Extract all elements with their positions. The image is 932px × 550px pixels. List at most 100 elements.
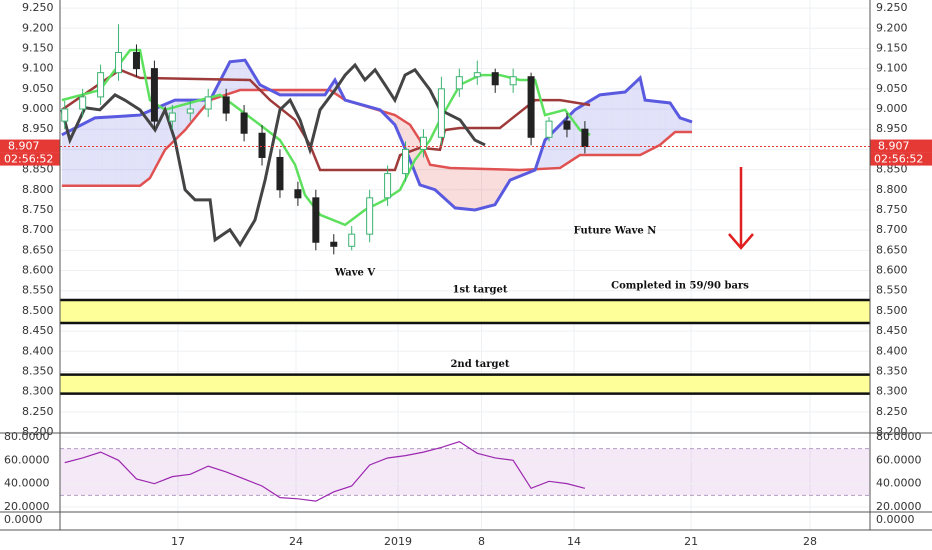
cloud bbox=[485, 168, 487, 208]
cloud bbox=[572, 110, 575, 160]
cloud bbox=[78, 125, 80, 186]
cloud bbox=[125, 115, 127, 186]
cloud bbox=[68, 130, 71, 186]
cloud bbox=[139, 114, 141, 186]
candle-body bbox=[276, 156, 284, 191]
cloud bbox=[138, 115, 140, 186]
x-tick-label: 14 bbox=[567, 535, 581, 548]
cloud bbox=[221, 76, 223, 97]
cloud bbox=[407, 123, 409, 158]
indicator-line bbox=[61, 68, 591, 172]
cloud bbox=[402, 120, 405, 147]
cloud bbox=[633, 83, 635, 156]
cloud bbox=[630, 85, 632, 156]
cloud bbox=[657, 101, 660, 147]
y-tick-label: 9.250 bbox=[22, 1, 54, 14]
cloud bbox=[596, 96, 598, 156]
cloud bbox=[113, 116, 115, 186]
cloud bbox=[563, 120, 565, 166]
cloud bbox=[457, 168, 459, 209]
cloud bbox=[663, 102, 665, 142]
cloud bbox=[84, 122, 86, 186]
y-tick-label: 8.550 bbox=[22, 284, 54, 297]
cloud bbox=[184, 100, 186, 131]
y-tick-label: 8.650 bbox=[22, 243, 54, 256]
cloud bbox=[118, 116, 120, 186]
cloud bbox=[443, 166, 445, 199]
cloud bbox=[638, 77, 641, 156]
cloud bbox=[92, 118, 94, 186]
candle-body bbox=[419, 136, 427, 150]
candle-body bbox=[384, 173, 392, 199]
cloud bbox=[664, 102, 667, 141]
cloud bbox=[458, 168, 460, 209]
cloud bbox=[490, 169, 492, 206]
cloud bbox=[140, 114, 143, 185]
cloud bbox=[178, 100, 180, 137]
cloud bbox=[618, 92, 621, 156]
cloud bbox=[686, 119, 688, 133]
y-tick-label: 8.800 bbox=[876, 183, 908, 196]
cloud bbox=[63, 133, 65, 186]
cloud bbox=[452, 168, 454, 207]
cloud bbox=[513, 169, 516, 179]
cloud bbox=[594, 97, 596, 156]
cloud bbox=[76, 126, 78, 186]
cloud bbox=[460, 168, 462, 209]
cloud bbox=[70, 130, 72, 186]
cloud bbox=[142, 113, 144, 185]
cloud bbox=[156, 107, 158, 167]
annotation: Future Wave N bbox=[574, 226, 657, 237]
y-tick-label: 8.200 bbox=[22, 425, 54, 438]
cloud bbox=[421, 144, 423, 186]
candle-body bbox=[473, 72, 481, 78]
y-tick-label: 9.150 bbox=[22, 41, 54, 54]
cloud bbox=[105, 117, 107, 186]
cloud bbox=[674, 109, 676, 133]
cloud bbox=[497, 169, 499, 201]
cloud bbox=[91, 119, 93, 186]
cloud bbox=[81, 123, 84, 186]
y-tick-label: 8.650 bbox=[876, 243, 908, 256]
cloud bbox=[682, 118, 684, 133]
cloud bbox=[690, 121, 693, 133]
cloud bbox=[66, 131, 68, 186]
candle-body bbox=[79, 96, 87, 110]
y-tick-label: 8.950 bbox=[876, 122, 908, 135]
cloud bbox=[133, 115, 136, 186]
cloud bbox=[137, 115, 139, 186]
cloud bbox=[114, 116, 117, 186]
cloud bbox=[85, 122, 87, 186]
cloud bbox=[673, 107, 675, 134]
cloud bbox=[571, 111, 573, 161]
cloud bbox=[83, 123, 85, 186]
cloud bbox=[642, 88, 644, 154]
y-tick-label: 9.200 bbox=[876, 21, 908, 34]
cloud bbox=[609, 93, 611, 156]
cloud bbox=[641, 83, 643, 155]
y-tick-label: 8.500 bbox=[876, 304, 908, 317]
cloud bbox=[129, 115, 131, 186]
cloud bbox=[111, 116, 113, 186]
cloud bbox=[604, 94, 606, 156]
cloud bbox=[86, 121, 88, 186]
cloud bbox=[67, 131, 69, 186]
y-tick-label: 60.0000 bbox=[4, 453, 50, 466]
cloud bbox=[426, 156, 428, 188]
price-label: 8.907 bbox=[878, 140, 910, 153]
cloud bbox=[561, 122, 563, 168]
cloud bbox=[143, 113, 145, 184]
candle-body bbox=[491, 72, 499, 86]
cloud bbox=[603, 94, 605, 156]
cloud bbox=[512, 169, 514, 180]
cloud bbox=[671, 105, 674, 135]
cloud bbox=[223, 71, 225, 96]
cloud bbox=[412, 128, 414, 169]
cloud bbox=[557, 126, 559, 169]
cloud bbox=[660, 101, 662, 145]
zone-label: 1st target bbox=[452, 284, 507, 295]
candle-body bbox=[366, 197, 374, 235]
cloud bbox=[97, 117, 99, 186]
candle-body bbox=[437, 88, 445, 138]
